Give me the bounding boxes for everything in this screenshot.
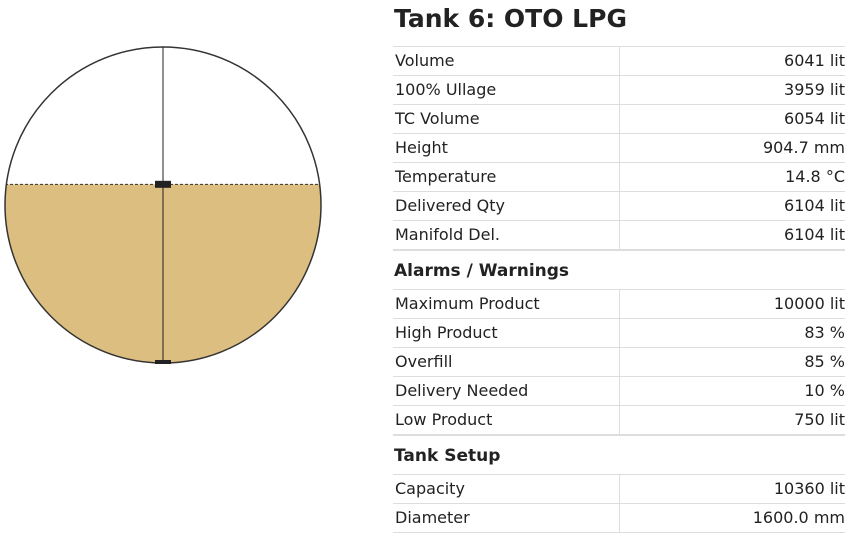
- row-value: 10360 lit: [773, 479, 845, 498]
- row-label: TC Volume: [393, 105, 620, 133]
- product-fill: [5, 184, 321, 363]
- row-value: 10 %: [804, 381, 845, 400]
- row-value: 1600.0 mm: [752, 508, 845, 527]
- row-label: Diameter: [393, 504, 620, 532]
- row-label: High Product: [393, 319, 620, 347]
- table-row: Volume 6041 lit: [393, 46, 845, 75]
- table-row: Height 904.7 mm: [393, 133, 845, 162]
- row-value: 6104 lit: [784, 196, 845, 215]
- table-row: Low Product 750 lit: [393, 405, 845, 435]
- row-value: 85 %: [804, 352, 845, 371]
- table-row: Overfill 85 %: [393, 347, 845, 376]
- table-row: TC Volume 6054 lit: [393, 104, 845, 133]
- tank-title: Tank 6: OTO LPG: [394, 4, 627, 33]
- row-value: 6054 lit: [784, 109, 845, 128]
- row-value: 6104 lit: [784, 225, 845, 244]
- row-label: Height: [393, 134, 620, 162]
- section-rows: Volume 6041 lit 100% Ullage 3959 lit TC Volu…: [393, 46, 845, 250]
- row-label: Delivered Qty: [393, 192, 620, 220]
- table-row: Diameter 1600.0 mm: [393, 503, 845, 533]
- row-value: 6041 lit: [784, 51, 845, 70]
- row-label: Temperature: [393, 163, 620, 191]
- table-row: Delivered Qty 6104 lit: [393, 191, 845, 220]
- table-row: High Product 83 %: [393, 318, 845, 347]
- table-row: Delivery Needed 10 %: [393, 376, 845, 405]
- table-row: 100% Ullage 3959 lit: [393, 75, 845, 104]
- table-row: Manifold Del. 6104 lit: [393, 220, 845, 250]
- row-label: 100% Ullage: [393, 76, 620, 104]
- bottom-marker: [155, 360, 171, 364]
- table-row: Temperature 14.8 °C: [393, 162, 845, 191]
- tank-details: Volume 6041 lit 100% Ullage 3959 lit TC Volu…: [393, 46, 845, 533]
- row-label: Manifold Del.: [393, 221, 620, 249]
- level-marker: [155, 180, 171, 188]
- tank-gauge: [4, 46, 322, 364]
- row-label: Capacity: [393, 475, 620, 503]
- row-value: 10000 lit: [773, 294, 845, 313]
- row-value: 83 %: [804, 323, 845, 342]
- row-label: Overfill: [393, 348, 620, 376]
- section-rows: Maximum Product 10000 lit High Product 83 %…: [393, 289, 845, 435]
- section-rows: Capacity 10360 lit Diameter 1600.0 mm: [393, 474, 845, 533]
- row-label: Maximum Product: [393, 290, 620, 318]
- row-value: 14.8 °C: [785, 167, 845, 186]
- table-row: Capacity 10360 lit: [393, 474, 845, 503]
- row-label: Low Product: [393, 406, 620, 434]
- row-label: Delivery Needed: [393, 377, 620, 405]
- row-value: 904.7 mm: [762, 138, 845, 157]
- section-heading: Alarms / Warnings: [393, 250, 845, 289]
- row-value: 750 lit: [794, 410, 845, 429]
- row-label: Volume: [393, 47, 620, 75]
- row-value: 3959 lit: [784, 80, 845, 99]
- section-heading: Tank Setup: [393, 435, 845, 474]
- table-row: Maximum Product 10000 lit: [393, 289, 845, 318]
